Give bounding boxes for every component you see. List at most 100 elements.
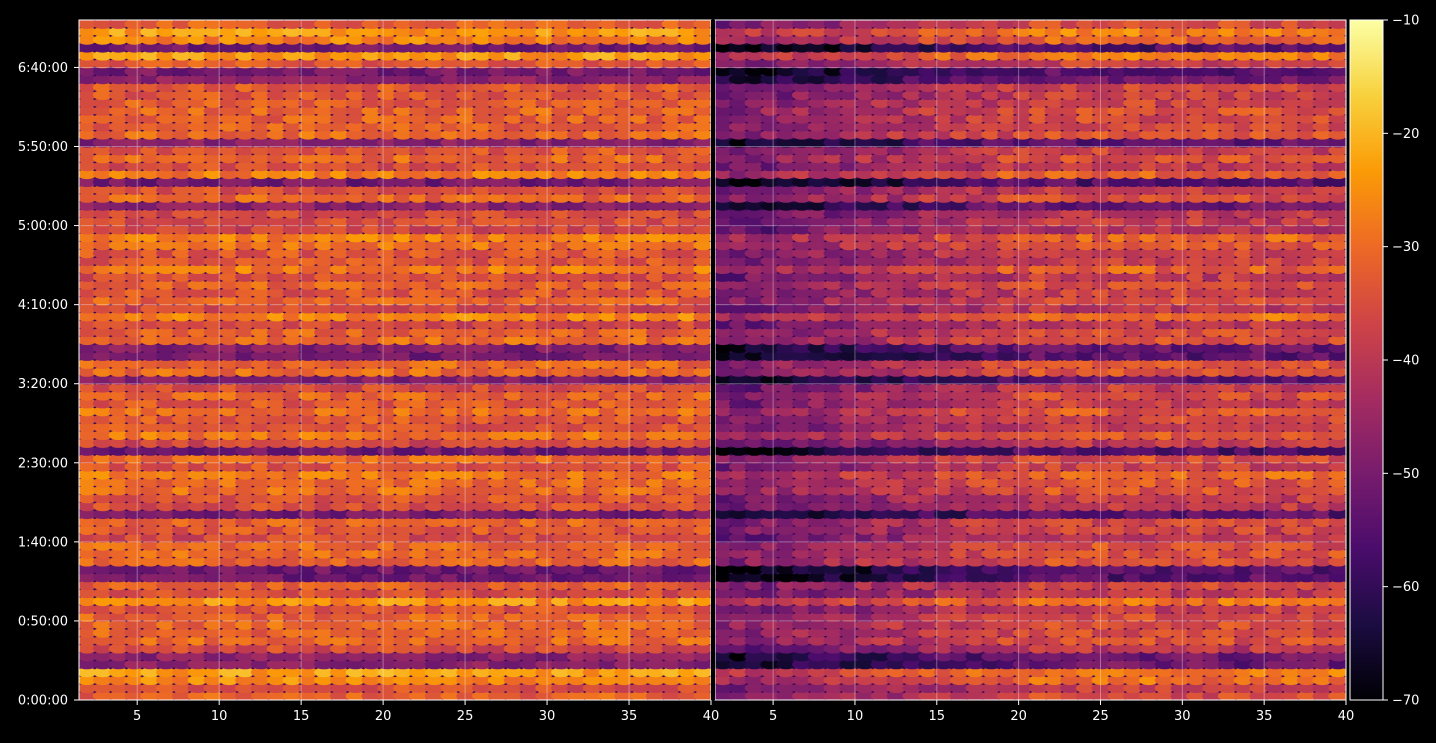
heatmap-cell [519, 382, 540, 393]
heatmap-cell [472, 295, 492, 306]
heatmap-cell [693, 675, 711, 686]
heatmap-cell [582, 153, 603, 164]
heatmap-cell [472, 177, 492, 188]
heatmap-cell [566, 398, 587, 409]
heatmap-cell [314, 675, 334, 686]
heatmap-cell [250, 398, 271, 409]
heatmap-cell [345, 477, 366, 488]
heatmap-cell [282, 185, 303, 195]
heatmap-cell [92, 572, 113, 583]
heatmap-cell [598, 193, 619, 203]
heatmap-cell [456, 390, 476, 401]
heatmap-cell [377, 643, 397, 654]
heatmap-cell [1296, 691, 1317, 700]
heatmap-cell [250, 343, 271, 353]
heatmap-cell [140, 145, 160, 156]
heatmap-cell [519, 501, 540, 512]
heatmap-cell [203, 430, 224, 440]
heatmap-cell [1154, 635, 1175, 646]
heatmap-cell [472, 659, 492, 670]
heatmap-cell [519, 691, 540, 700]
heatmap-cell [503, 224, 524, 235]
heatmap-cell [1217, 675, 1238, 686]
heatmap-cell [823, 620, 844, 630]
heatmap-cell [156, 153, 176, 164]
heatmap-cell [266, 232, 287, 243]
heatmap-cell [693, 453, 711, 464]
heatmap-cell [1044, 627, 1064, 638]
heatmap-cell [235, 264, 255, 274]
heatmap-cell [487, 295, 508, 306]
heatmap-cell [92, 240, 113, 251]
heatmap-cell [140, 501, 160, 512]
heatmap-cell [266, 295, 287, 306]
heatmap-cell [1170, 643, 1191, 654]
heatmap-cell [124, 224, 145, 235]
heatmap-cell [329, 643, 350, 654]
heatmap-cell [345, 367, 366, 377]
heatmap-cell [329, 58, 350, 69]
heatmap-cell [551, 509, 571, 520]
heatmap-cell [503, 659, 524, 670]
heatmap-cell [535, 533, 555, 543]
heatmap-cell [645, 453, 666, 464]
heatmap-cell [519, 280, 540, 290]
heatmap-cell [92, 390, 113, 401]
heatmap-cell [219, 193, 239, 203]
heatmap-cell [314, 66, 334, 77]
heatmap-cell [776, 620, 796, 630]
heatmap-cell [440, 295, 461, 306]
heatmap-cell [235, 414, 255, 425]
heatmap-cell [487, 232, 508, 243]
heatmap-cell [408, 485, 429, 496]
heatmap-cell [361, 390, 382, 401]
heatmap-cell [329, 319, 350, 330]
heatmap-cell [124, 604, 145, 614]
heatmap-cell [598, 20, 619, 29]
heatmap-cell [645, 224, 666, 235]
heatmap-cell [677, 667, 698, 678]
heatmap-cell [582, 311, 603, 322]
heatmap-cell [902, 667, 922, 678]
heatmap-cell [266, 406, 287, 417]
heatmap-cell [108, 438, 129, 448]
heatmap-cell [1217, 651, 1238, 662]
heatmap-cell [519, 627, 540, 638]
heatmap-cell [1202, 667, 1222, 678]
heatmap-cell [598, 643, 619, 654]
heatmap-cell [171, 675, 192, 686]
heatmap-cell [250, 446, 271, 456]
heatmap-cell [566, 643, 587, 654]
heatmap-cell [582, 374, 603, 385]
heatmap-cell [171, 588, 192, 599]
heatmap-cell [361, 359, 382, 369]
heatmap-cell [1265, 643, 1285, 654]
heatmap-cell [981, 691, 1001, 700]
heatmap-cell [219, 533, 239, 543]
heatmap-cell [1123, 675, 1143, 686]
heatmap-cell [203, 540, 224, 551]
heatmap-cell [614, 58, 634, 69]
heatmap-cell [949, 627, 970, 638]
heatmap-cell [744, 627, 765, 638]
heatmap-cell [693, 20, 711, 29]
heatmap-cell [250, 691, 271, 700]
heatmap-cell [792, 627, 812, 638]
heatmap-cell [598, 27, 619, 37]
heatmap-cell [1233, 675, 1254, 686]
heatmap-cell [1170, 651, 1191, 662]
heatmap-cell [140, 493, 160, 504]
heatmap-cell [298, 177, 318, 188]
heatmap-cell [693, 469, 711, 480]
heatmap-cell [345, 509, 366, 520]
heatmap-cell [535, 343, 555, 353]
heatmap-cell [614, 200, 634, 211]
heatmap-cell [156, 129, 176, 140]
heatmap-cell [219, 422, 239, 433]
heatmap-cell [203, 525, 224, 535]
heatmap-cell [187, 564, 208, 575]
heatmap-cell [361, 343, 382, 353]
heatmap-cell [551, 287, 571, 298]
heatmap-cell [566, 90, 587, 100]
heatmap-cell [203, 185, 224, 195]
